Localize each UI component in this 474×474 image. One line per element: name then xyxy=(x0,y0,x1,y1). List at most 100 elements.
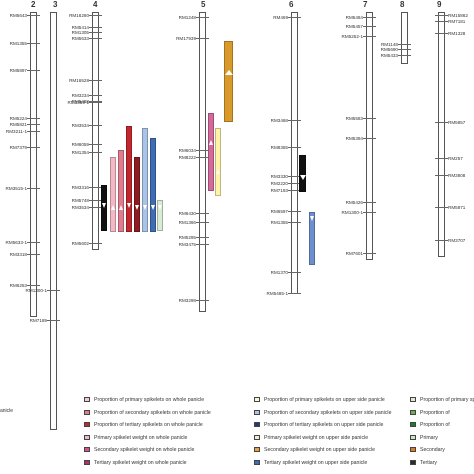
marker-label: RM3316 xyxy=(71,184,89,190)
marker-tick xyxy=(89,32,102,33)
marker-tick xyxy=(89,200,102,201)
marker-label: RM6430 xyxy=(178,210,196,216)
legend-swatch xyxy=(84,434,90,440)
qtl-peak-triangle xyxy=(224,70,233,75)
marker-tick xyxy=(89,125,102,126)
marker-label: RM5690 xyxy=(380,46,398,52)
marker-label: RM3468 xyxy=(270,117,288,123)
qtl-peak-triangle xyxy=(150,205,155,210)
marker-label: RM5457 xyxy=(345,23,363,29)
marker-tick xyxy=(196,300,209,301)
marker-tick xyxy=(363,212,376,213)
marker-tick xyxy=(363,26,376,27)
qtl-5-orange xyxy=(224,41,233,122)
marker-label: RM8222 xyxy=(178,154,196,160)
marker-label: RM15862 xyxy=(448,12,468,18)
marker-label: RM3707 xyxy=(448,237,466,243)
marker-tick xyxy=(363,36,376,37)
legend-label: Proportion of xyxy=(420,422,450,428)
legend-swatch xyxy=(410,422,416,427)
marker-label: RM3211-1 xyxy=(5,128,27,134)
marker-tick xyxy=(27,285,40,286)
marker-label: RM5295 xyxy=(178,234,196,240)
legend-label: Proportion of secondary spikelets on who… xyxy=(94,409,211,416)
chromosome-5 xyxy=(199,12,206,312)
marker-tick xyxy=(89,207,102,208)
marker-label: RM16528 xyxy=(69,77,89,83)
marker-tick xyxy=(27,131,40,132)
marker-tick xyxy=(435,33,448,34)
marker-tick xyxy=(363,253,376,254)
marker-tick xyxy=(435,122,448,123)
qtl-6-blue xyxy=(309,212,315,265)
marker-label: RM3808 xyxy=(448,172,466,178)
marker-label: RM1300-1 xyxy=(25,287,47,293)
marker-label: RM1300-1 xyxy=(341,209,363,215)
marker-label: RM5602 xyxy=(71,240,89,246)
chromosome-number: 6 xyxy=(289,0,294,9)
marker-tick xyxy=(288,222,301,223)
marker-label: RM5488 xyxy=(71,98,89,104)
marker-tick xyxy=(89,243,102,244)
marker-tick xyxy=(288,190,301,191)
legend-label: Secondary spikelet weight on upper side … xyxy=(264,447,376,453)
qtl-peak-triangle xyxy=(208,140,213,145)
chromosome-number: 7 xyxy=(363,0,368,9)
marker-label: RM5414 xyxy=(71,24,89,30)
qtl-peak-triangle xyxy=(299,175,306,180)
qtl-4-red xyxy=(126,126,132,232)
marker-label: RM5485-1 xyxy=(266,290,288,296)
chromosome-7 xyxy=(366,12,373,260)
marker-label: RM3475 xyxy=(178,241,196,247)
marker-tick xyxy=(288,120,301,121)
marker-tick xyxy=(435,158,448,159)
qtl-peak-triangle xyxy=(142,205,147,210)
legend-swatch xyxy=(84,459,90,465)
legend-swatch xyxy=(254,409,260,415)
marker-tick xyxy=(89,187,102,188)
marker-label: RM1366 xyxy=(178,219,196,225)
marker-tick xyxy=(89,102,102,103)
marker-tick xyxy=(288,17,301,18)
legend-label: Proportion of secondary spikelets on upp… xyxy=(264,409,392,416)
marker-label: RM5871 xyxy=(448,204,466,210)
qtl-peak-triangle xyxy=(101,203,106,208)
marker-label: RM7189 xyxy=(29,317,47,323)
marker-label: RM469 xyxy=(273,14,288,20)
marker-tick xyxy=(288,147,301,148)
legend-label: Proportion of tertiary spikelets on whol… xyxy=(94,422,203,428)
marker-label: RM5433 xyxy=(380,52,398,58)
marker-label: RM3515-1 xyxy=(5,185,27,191)
marker-tick xyxy=(288,272,301,273)
marker-label: RM6597 xyxy=(270,208,288,214)
qtl-peak-triangle xyxy=(110,205,115,210)
legend-label: Tertiary spikelet weight on whole panicl… xyxy=(94,459,187,466)
chromosome-number: 8 xyxy=(400,0,405,9)
legend-swatch xyxy=(254,434,260,440)
qtl-peak-triangle xyxy=(134,205,139,210)
marker-tick xyxy=(89,80,102,81)
marker-tick xyxy=(398,44,411,45)
marker-label: RM7379 xyxy=(9,144,27,150)
marker-label: RM3318 xyxy=(9,251,27,257)
marker-tick xyxy=(398,55,411,56)
marker-tick xyxy=(27,15,40,16)
legend-label: Proportion of primary spikelets on whole… xyxy=(94,397,205,403)
qtl-5-magenta xyxy=(208,113,214,191)
marker-label: RM3534 xyxy=(71,122,89,128)
marker-label: RM5484 xyxy=(345,14,363,20)
legend-swatch xyxy=(410,397,416,402)
legend-label: Tertiary spikelet weight on upper side p… xyxy=(264,459,368,466)
qtl-4-pink xyxy=(118,150,124,232)
marker-tick xyxy=(196,237,209,238)
marker-tick xyxy=(363,138,376,139)
marker-tick xyxy=(47,320,60,321)
marker-tick xyxy=(363,17,376,18)
qtl-6-black xyxy=(299,155,306,192)
marker-tick xyxy=(47,290,60,291)
marker-label: RM1354 xyxy=(71,149,89,155)
legend-swatch xyxy=(410,459,416,465)
chromosome-number: 3 xyxy=(53,0,58,9)
qtl-peak-triangle xyxy=(126,203,131,208)
marker-tick xyxy=(196,244,209,245)
